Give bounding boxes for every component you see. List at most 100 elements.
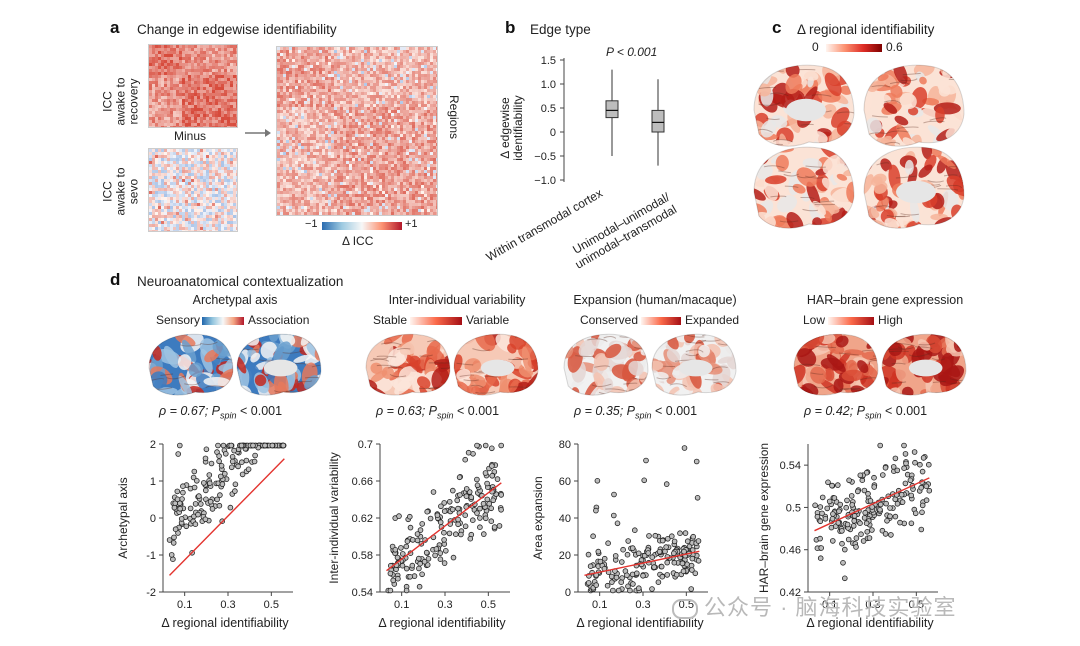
scatter-point xyxy=(403,565,410,572)
scatter-point xyxy=(887,513,893,519)
scatter-point xyxy=(432,552,438,559)
scatter-xlabel-2: Δ regional identifiability xyxy=(576,616,704,630)
scatter-point xyxy=(681,548,687,555)
scatter-ytick-label: 0.42 xyxy=(780,587,801,599)
scatter-point xyxy=(458,531,464,538)
scatter-point xyxy=(416,555,422,562)
scatter-point xyxy=(636,585,642,592)
scatter-point xyxy=(483,515,489,522)
scatter-xlabel-1: Δ regional identifiability xyxy=(378,616,506,630)
scatter-point xyxy=(871,484,877,490)
scatter-point xyxy=(251,458,258,465)
scatter-point xyxy=(849,502,855,508)
scatter-point xyxy=(919,509,925,516)
scatter-point xyxy=(919,468,926,475)
label-icc-sevo: ICC awake to sevo xyxy=(100,167,141,216)
scatter-point xyxy=(842,546,848,553)
scatter-point xyxy=(920,455,927,461)
cbar-a-label: Δ ICC xyxy=(342,234,374,248)
panel-a-title: Change in edgewise identifiability xyxy=(137,22,337,37)
minus-label: Minus xyxy=(174,129,207,143)
scatter-point xyxy=(474,510,480,516)
cbar-a-max: +1 xyxy=(405,218,418,230)
scatter-point xyxy=(879,527,886,534)
scatter-point xyxy=(897,519,903,526)
scatter-point xyxy=(228,442,234,449)
scatter-ytick-label: 0.54 xyxy=(780,460,801,472)
scatter-point xyxy=(901,442,907,449)
scatter-point xyxy=(410,537,416,543)
scatter-point xyxy=(441,537,447,543)
scatter-xtick-label: 0.3 xyxy=(865,599,880,611)
scatter-point xyxy=(227,504,234,511)
boxplot-ytick-label: 1.0 xyxy=(541,79,556,91)
scatter-point xyxy=(250,442,256,449)
scatter-point xyxy=(671,550,677,557)
scatter-point xyxy=(684,538,691,544)
scatter-point xyxy=(902,451,909,457)
scatter-point xyxy=(601,555,608,562)
scatter-point xyxy=(488,505,495,512)
scatter-point xyxy=(446,530,453,537)
scatter-point xyxy=(396,513,402,519)
scatter-point xyxy=(836,508,842,515)
map-stats-1: ρ = 0.63; Pspin < 0.001 xyxy=(376,404,500,421)
scatter-point xyxy=(411,573,418,579)
scatter-xtick-label: 0.5 xyxy=(264,599,279,611)
scatter-xtick-label: 0.5 xyxy=(481,599,496,611)
panel-c-title: Δ regional identifiability xyxy=(797,22,935,37)
scatter-ytick-label: 0.46 xyxy=(780,545,801,557)
scatter-point xyxy=(441,560,448,566)
scatter-xtick-label: 0.1 xyxy=(177,599,192,611)
scatter-point xyxy=(671,538,678,545)
scatter-point xyxy=(830,511,836,517)
scatter-point xyxy=(228,464,235,471)
scatter-point xyxy=(455,516,461,523)
scatter-point xyxy=(463,486,470,492)
scatter-point xyxy=(655,579,662,586)
scatter-point xyxy=(863,469,870,476)
scatter-point xyxy=(498,507,504,513)
scatter-point xyxy=(587,563,594,569)
scatter-point xyxy=(437,550,444,556)
scatter-point xyxy=(861,487,868,494)
scatter-point xyxy=(902,480,909,487)
scatter-point xyxy=(392,547,399,553)
wechat-icon xyxy=(672,599,698,620)
scatter-point xyxy=(593,582,599,588)
scatter-point xyxy=(604,582,611,589)
scatter-point xyxy=(400,551,406,557)
scatter-point xyxy=(399,562,406,569)
watermark: 公众号 · 脑海科技实验室 xyxy=(672,590,957,622)
scatter-point xyxy=(453,531,459,537)
scatter-point xyxy=(908,520,915,527)
colorbar-delta-icc xyxy=(322,222,402,230)
scatter-point xyxy=(651,564,657,570)
scatter-ytick-label: 0.5 xyxy=(786,502,801,514)
scatter-point xyxy=(901,465,907,472)
map-high-1: Variable xyxy=(466,313,510,327)
scatter-point xyxy=(174,496,181,503)
boxplot-ytick-label: −1.0 xyxy=(534,175,556,187)
boxplot-ytick-label: 0 xyxy=(550,127,556,139)
map-brain-2 xyxy=(563,333,737,396)
scatter-point xyxy=(903,460,909,467)
box-1 xyxy=(651,79,665,166)
scatter-xtick-label: 0.1 xyxy=(394,599,409,611)
scatter-point xyxy=(912,459,918,466)
scatter-point xyxy=(239,471,246,478)
scatter-point xyxy=(417,527,424,533)
scatter-point xyxy=(919,502,926,509)
scatter-point xyxy=(425,556,432,562)
scatter-point xyxy=(842,575,848,582)
scatter-point xyxy=(484,480,490,487)
scatter-point xyxy=(625,538,631,544)
scatter-point xyxy=(177,442,183,449)
scatter-point xyxy=(867,498,874,504)
matrix-icc-sevo xyxy=(148,148,238,232)
scatter-point xyxy=(649,554,656,560)
scatter-point xyxy=(252,452,258,459)
scatter-point xyxy=(206,472,213,478)
scatter-point xyxy=(481,531,487,537)
panel-c-letter: c xyxy=(772,18,782,37)
